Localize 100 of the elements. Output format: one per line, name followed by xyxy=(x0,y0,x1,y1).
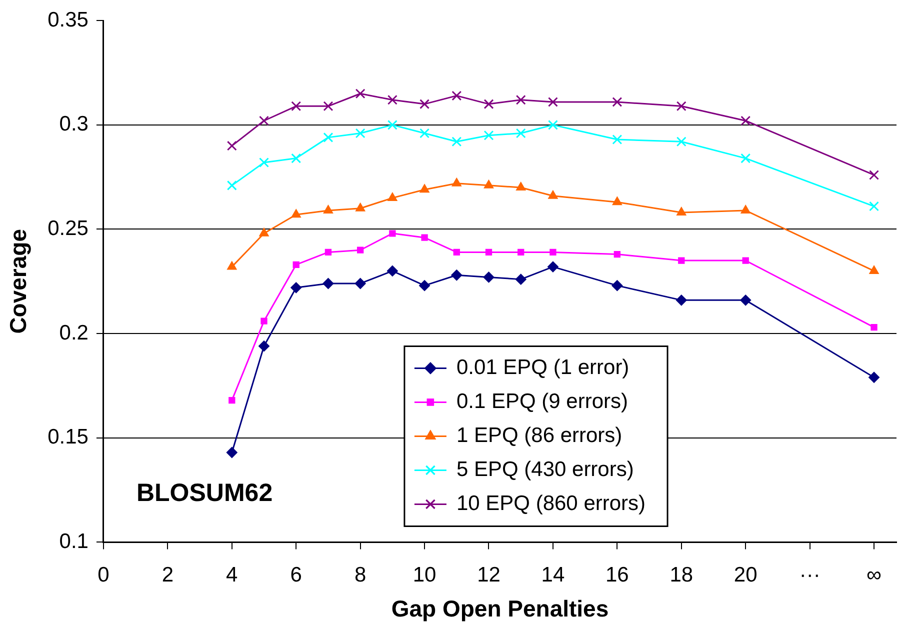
point xyxy=(676,294,687,306)
point xyxy=(515,274,526,285)
point xyxy=(612,280,623,292)
y-tick-label: 0.2 xyxy=(59,321,88,344)
point xyxy=(322,278,334,289)
point xyxy=(259,157,269,168)
point xyxy=(612,96,622,107)
point xyxy=(419,280,430,292)
point xyxy=(355,88,366,99)
point xyxy=(227,261,237,270)
point xyxy=(869,201,880,212)
point xyxy=(420,99,430,110)
legend-label: 0.01 EPQ (1 error) xyxy=(456,356,630,379)
y-tick-label: 0.25 xyxy=(48,217,88,240)
point xyxy=(258,340,270,352)
x-tick-label: 0 xyxy=(98,564,110,587)
point xyxy=(869,265,879,274)
point xyxy=(228,396,236,404)
point xyxy=(516,94,526,105)
point xyxy=(290,282,302,294)
point xyxy=(740,204,750,214)
point xyxy=(291,153,302,164)
point xyxy=(516,182,526,191)
point xyxy=(484,130,494,140)
point xyxy=(356,246,364,254)
point xyxy=(550,248,556,256)
y-axis-title: Coverage xyxy=(5,228,32,334)
point xyxy=(451,270,462,281)
legend-label: 0.1 EPQ (9 errors) xyxy=(456,390,628,413)
point xyxy=(259,116,269,126)
point xyxy=(868,372,880,383)
point xyxy=(453,248,460,256)
point xyxy=(740,116,751,126)
point xyxy=(676,207,686,216)
point xyxy=(291,209,301,218)
point xyxy=(421,234,428,241)
point xyxy=(420,184,430,193)
point xyxy=(484,180,494,188)
point xyxy=(547,261,558,272)
point xyxy=(516,128,526,138)
legend-label: 1 EPQ (86 errors) xyxy=(456,424,622,447)
x-tick-label: 10 xyxy=(412,564,436,587)
point xyxy=(354,278,366,289)
point xyxy=(420,128,430,138)
point xyxy=(548,120,558,130)
y-tick-label: 0.1 xyxy=(59,530,88,553)
point xyxy=(676,136,686,147)
point xyxy=(483,272,494,283)
point xyxy=(355,128,366,138)
point xyxy=(389,230,396,237)
x-tick-label: ··· xyxy=(799,564,820,587)
point xyxy=(452,90,462,101)
point xyxy=(548,96,558,107)
point xyxy=(740,294,752,306)
point xyxy=(259,228,269,236)
annotation: BLOSUM62 xyxy=(136,479,273,508)
point xyxy=(355,202,366,212)
point xyxy=(292,261,300,268)
legend-label: 5 EPQ (430 errors) xyxy=(456,458,634,481)
point xyxy=(485,248,492,256)
point xyxy=(612,134,622,145)
point xyxy=(387,94,398,105)
x-tick-label: 4 xyxy=(226,564,238,587)
point xyxy=(388,192,398,201)
x-tick-label: 16 xyxy=(605,564,629,587)
x-tick-label: 18 xyxy=(670,564,694,587)
point xyxy=(452,136,462,147)
point xyxy=(869,170,880,180)
point xyxy=(518,248,524,256)
point xyxy=(291,101,302,112)
point xyxy=(452,178,462,186)
point xyxy=(870,324,878,331)
point xyxy=(548,190,558,199)
point xyxy=(323,101,334,112)
point xyxy=(226,180,237,190)
point xyxy=(324,248,332,256)
x-tick-label: ∞ xyxy=(866,564,882,587)
point xyxy=(323,132,334,142)
x-tick-label: 20 xyxy=(734,564,758,587)
point xyxy=(676,101,686,112)
point xyxy=(226,446,238,458)
point xyxy=(226,140,237,151)
x-tick-label: 2 xyxy=(162,564,174,587)
x-axis-title: Gap Open Penalties xyxy=(391,596,609,622)
point xyxy=(260,318,268,324)
point xyxy=(612,196,622,206)
point xyxy=(323,204,334,214)
y-tick-label: 0.3 xyxy=(59,112,88,136)
point xyxy=(742,257,749,264)
x-tick-label: 12 xyxy=(477,564,500,587)
y-tick-label: 0.35 xyxy=(48,8,88,32)
point xyxy=(614,250,621,258)
y-tick-label: 0.15 xyxy=(48,426,88,449)
point xyxy=(386,265,398,276)
point xyxy=(740,153,751,164)
x-tick-label: 8 xyxy=(354,564,366,587)
point xyxy=(387,120,398,130)
x-tick-label: 14 xyxy=(541,564,565,587)
point xyxy=(678,257,685,264)
legend-label: 10 EPQ (860 errors) xyxy=(456,492,646,515)
